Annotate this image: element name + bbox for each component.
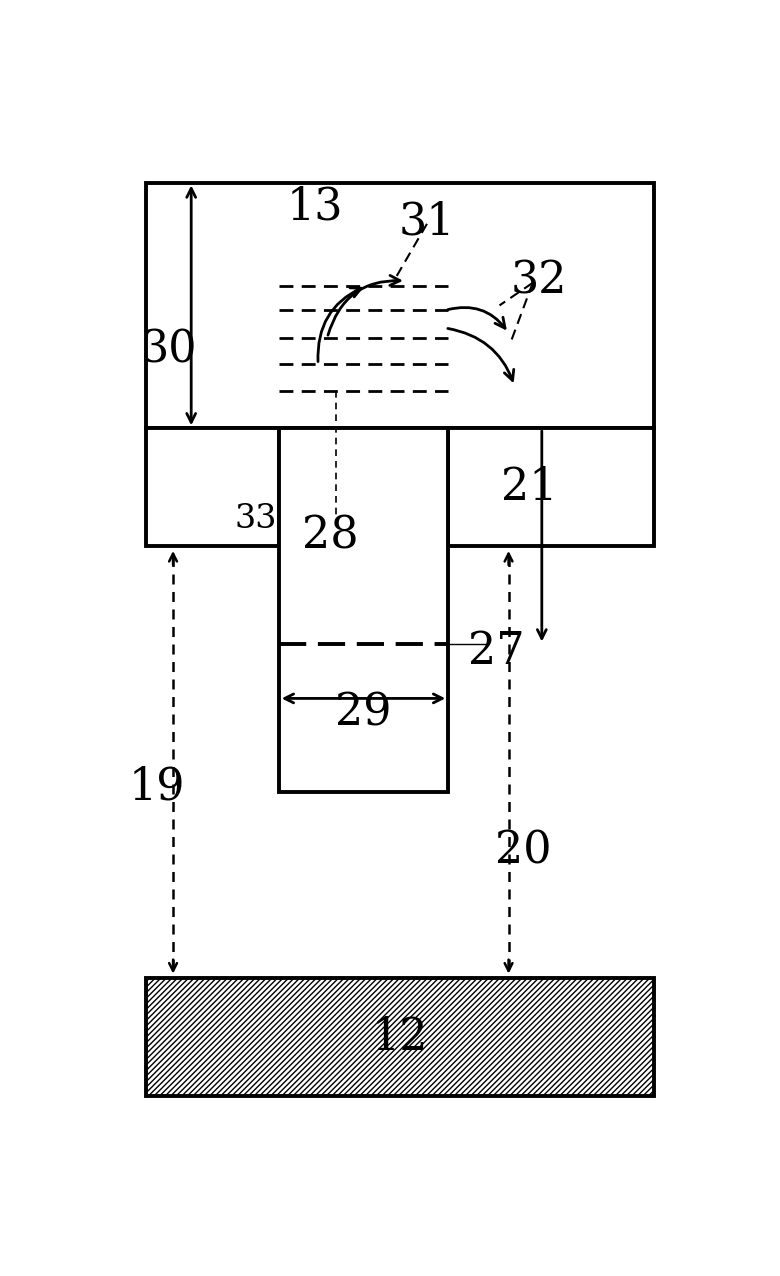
Text: 29: 29 <box>335 692 392 735</box>
FancyArrowPatch shape <box>318 288 361 361</box>
FancyArrowPatch shape <box>448 308 505 328</box>
Text: 33: 33 <box>235 503 277 535</box>
Bar <box>279 429 448 791</box>
Text: 28: 28 <box>302 514 359 558</box>
Bar <box>146 429 279 546</box>
Text: 30: 30 <box>140 328 197 371</box>
Text: 31: 31 <box>399 200 456 244</box>
Text: 20: 20 <box>495 829 552 873</box>
Text: 32: 32 <box>511 259 567 302</box>
Text: 21: 21 <box>502 466 558 509</box>
FancyArrowPatch shape <box>448 328 514 380</box>
Text: 13: 13 <box>287 185 343 228</box>
Bar <box>146 182 654 429</box>
Text: 12: 12 <box>371 1016 428 1059</box>
Bar <box>448 429 654 546</box>
Text: 27: 27 <box>468 629 525 672</box>
Bar <box>146 979 654 1096</box>
Text: 19: 19 <box>129 766 185 809</box>
FancyArrowPatch shape <box>328 276 400 336</box>
